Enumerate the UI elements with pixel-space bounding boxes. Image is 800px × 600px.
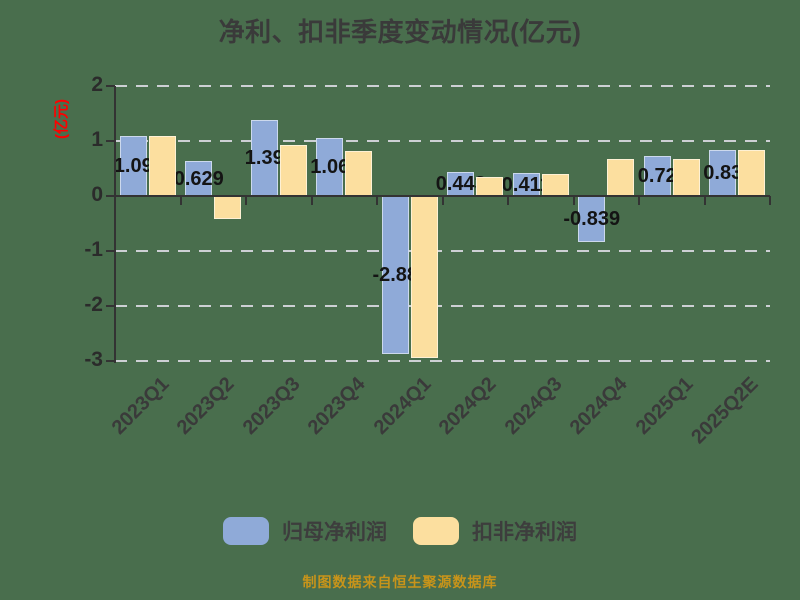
x-tick	[114, 196, 116, 205]
x-tick	[638, 196, 640, 205]
bar-扣非净利润-2025Q2E	[738, 149, 766, 196]
y-tick-label: 2	[91, 73, 103, 96]
y-tick-label: 1	[91, 128, 103, 151]
y-tick-label: 0	[91, 183, 103, 206]
y-tick	[106, 250, 115, 252]
bar-value-label: -2.88	[372, 264, 419, 287]
bar-扣非净利润-2024Q4	[607, 159, 635, 196]
bar-value-label: 0.83	[703, 162, 743, 185]
legend-swatch	[223, 517, 269, 545]
bar-归母净利润-2023Q1	[119, 136, 147, 196]
y-gridline	[115, 140, 770, 142]
y-tick	[106, 140, 115, 142]
bar-value-label: 1.09	[113, 155, 153, 178]
bar-归母净利润-2024Q4	[578, 196, 606, 243]
y-gridline	[115, 305, 770, 307]
bar-扣非净利润-2023Q2	[214, 196, 242, 220]
bar-value-label: 1.06	[310, 155, 350, 178]
chart-title: 净利、扣非季度变动情况(亿元)	[218, 17, 582, 47]
bar-归母净利润-2025Q2E	[709, 150, 737, 196]
bar-扣非净利润-2024Q1	[410, 196, 438, 359]
legend-label: 归母净利润	[282, 521, 387, 544]
bar-value-label: -0.839	[563, 208, 621, 231]
legend: 归母净利润 扣非净利润	[0, 516, 800, 546]
x-tick	[441, 196, 444, 205]
bar-归母净利润-2025Q1	[643, 156, 671, 196]
bar-value-label: 1.39	[244, 146, 284, 169]
y-tick	[106, 85, 115, 87]
bar-value-label: 0.72	[637, 165, 677, 188]
bar-扣非净利润-2024Q3	[541, 174, 569, 196]
x-tick	[310, 196, 313, 205]
bar-归母净利润-2023Q4	[316, 137, 344, 196]
y-tick	[106, 360, 115, 362]
bar-归母净利润-2024Q2	[447, 171, 475, 196]
bar-扣非净利润-2023Q3	[279, 145, 307, 196]
legend-label: 扣非净利润	[472, 521, 577, 544]
bar-归母净利润-2023Q2	[185, 161, 213, 196]
x-tick	[769, 196, 771, 205]
x-tick	[703, 196, 706, 205]
bar-扣非净利润-2023Q1	[148, 135, 176, 196]
bar-value-label: 0.629	[173, 167, 224, 190]
x-tick	[179, 196, 182, 205]
bar-扣非净利润-2024Q2	[476, 176, 504, 196]
x-tick	[507, 196, 509, 205]
y-gridline	[115, 250, 770, 252]
y-axis-line	[114, 86, 116, 363]
bar-扣非净利润-2025Q1	[672, 159, 700, 196]
bar-归母净利润-2023Q3	[250, 119, 278, 196]
x-tick	[245, 196, 247, 205]
bar-value-label: 0.411	[501, 173, 551, 196]
y-tick-label: -3	[84, 348, 103, 371]
legend-swatch	[413, 517, 459, 545]
x-tick	[572, 196, 575, 205]
legend-item-0: 归母净利润	[223, 516, 387, 546]
y-tick-label: -2	[84, 293, 103, 316]
y-tick	[106, 305, 115, 307]
source-note: 制图数据来自恒生聚源数据库	[302, 574, 498, 590]
bar-value-label: 0.443	[435, 172, 486, 195]
y-gridline	[115, 360, 770, 362]
y-tick	[106, 195, 115, 197]
x-tick	[376, 196, 378, 205]
legend-item-1: 扣非净利润	[413, 516, 577, 546]
y-tick-label: -1	[84, 238, 103, 261]
bar-归母净利润-2024Q1	[381, 196, 409, 355]
y-gridline	[115, 85, 770, 87]
bar-扣非净利润-2023Q4	[345, 150, 373, 196]
